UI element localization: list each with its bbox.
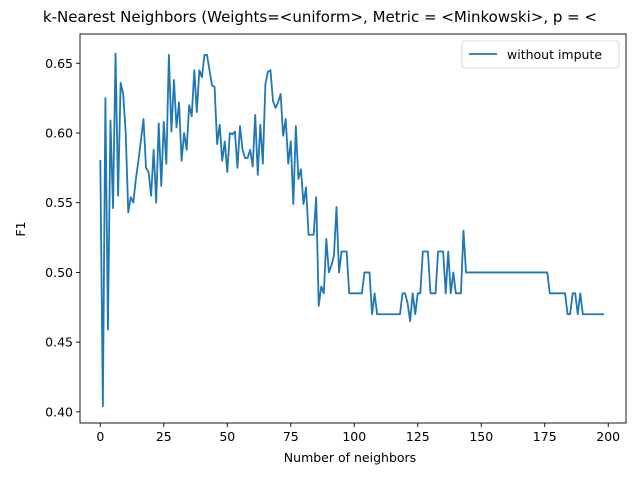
legend-label: without impute (507, 47, 602, 62)
x-tick-label: 150 (469, 429, 493, 444)
plot-area (99, 52, 605, 408)
y-tick-label: 0.40 (45, 404, 73, 419)
x-tick-label: 200 (596, 429, 620, 444)
series-line-without-impute (99, 52, 605, 408)
x-tick-label: 175 (533, 429, 557, 444)
axes-frame (79, 33, 627, 424)
x-axis-label: Number of neighbors (284, 450, 416, 465)
x-tick-label: 75 (283, 429, 299, 444)
y-tick-label: 0.45 (45, 335, 73, 350)
y-tick-label: 0.55 (45, 195, 73, 210)
legend-box (461, 40, 620, 69)
y-axis: 0.40 0.45 0.50 0.55 0.60 0.65 (45, 56, 80, 419)
x-tick-label: 125 (406, 429, 430, 444)
x-tick-label: 100 (342, 429, 366, 444)
legend: without impute (461, 40, 620, 69)
y-tick-label: 0.60 (45, 125, 73, 140)
y-tick-label: 0.50 (45, 265, 73, 280)
y-axis-label: F1 (13, 221, 28, 236)
x-tick-label: 25 (156, 429, 172, 444)
chart-title: k-Nearest Neighbors (Weights=<uniform>, … (43, 8, 597, 26)
x-axis: 0 25 50 75 100 125 150 175 200 (96, 423, 620, 444)
y-tick-label: 0.65 (45, 56, 73, 71)
x-tick-label: 50 (219, 429, 235, 444)
x-tick-label: 0 (96, 429, 104, 444)
